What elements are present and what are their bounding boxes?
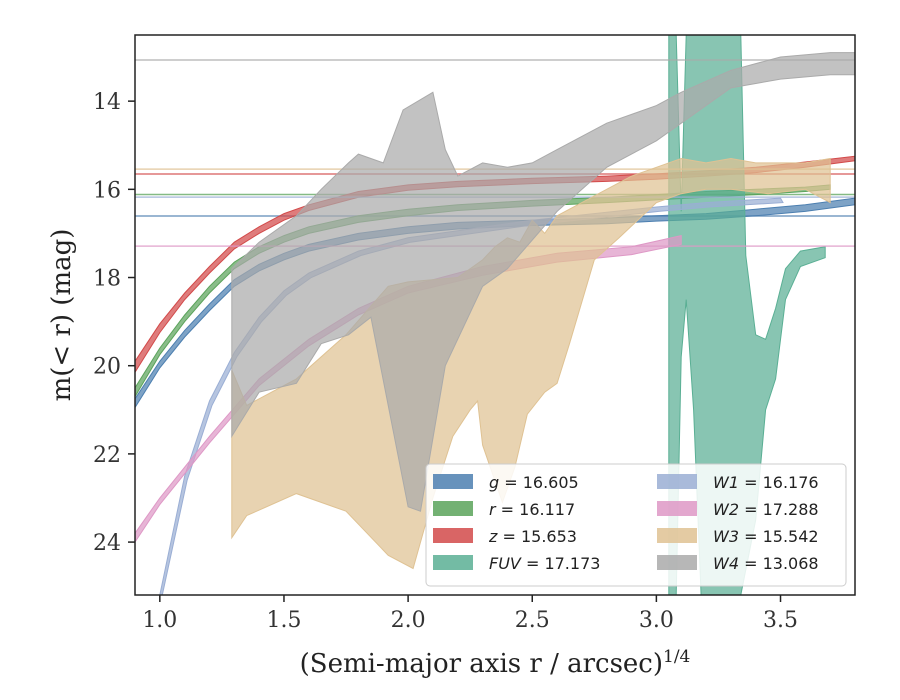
legend-swatch xyxy=(657,474,697,489)
legend-swatch xyxy=(433,474,473,489)
x-tick-label: 3.5 xyxy=(763,608,798,633)
band-z xyxy=(135,155,855,374)
legend-swatch xyxy=(657,501,697,516)
legend-label: z = 15.653 xyxy=(488,527,577,546)
legend-label: W1 = 16.176 xyxy=(713,473,819,492)
legend-swatch xyxy=(433,528,473,543)
legend-label: r = 16.117 xyxy=(489,500,575,519)
x-tick-label: 3.0 xyxy=(639,608,674,633)
legend-label: W2 = 17.288 xyxy=(713,500,819,519)
y-tick-label: 20 xyxy=(93,355,121,380)
y-tick-label: 24 xyxy=(93,531,121,556)
series-bands xyxy=(135,35,855,595)
y-tick-label: 18 xyxy=(93,267,121,292)
x-tick-label: 1.0 xyxy=(142,608,177,633)
x-tick-label: 1.5 xyxy=(266,608,301,633)
y-axis-label: m(< r) (mag) xyxy=(47,229,77,402)
y-axis: 14 16 18 20 22 24 xyxy=(93,90,135,556)
legend-item-w4: W4 = 13.068 xyxy=(657,554,819,573)
x-tick-label: 2.5 xyxy=(515,608,550,633)
legend-label: g = 16.605 xyxy=(489,473,579,492)
legend: g = 16.605 r = 16.117 z = 15.653 FUV = 17.1… xyxy=(425,463,847,587)
legend-item-r: r = 16.117 xyxy=(433,500,575,519)
plot-frame xyxy=(134,34,856,596)
legend-swatch xyxy=(433,501,473,516)
x-axis: 1.0 1.5 2.0 2.5 3.0 3.5 xyxy=(142,595,798,633)
legend-label: W4 = 13.068 xyxy=(713,554,819,573)
legend-swatch xyxy=(657,528,697,543)
legend-item-z: z = 15.653 xyxy=(433,527,577,546)
y-tick-label: 16 xyxy=(93,178,121,203)
legend-item-fuv: FUV = 17.173 xyxy=(433,554,600,573)
band-w4 xyxy=(231,52,855,512)
legend-item-w1: W1 = 16.176 xyxy=(657,473,819,492)
legend-item-g: g = 16.605 xyxy=(433,473,579,492)
legend-item-w2: W2 = 17.288 xyxy=(657,500,819,519)
series-w4 xyxy=(135,52,855,512)
x-tick-label: 2.0 xyxy=(391,608,426,633)
y-tick-label: 14 xyxy=(93,90,121,115)
legend-frame xyxy=(425,463,847,587)
y-tick-label: 22 xyxy=(93,443,121,468)
legend-label: W3 = 15.542 xyxy=(713,527,819,546)
legend-label: FUV = 17.173 xyxy=(489,554,600,573)
legend-swatch xyxy=(433,555,473,570)
legend-item-w3: W3 = 15.542 xyxy=(657,527,819,546)
x-axis-label: (Semi-major axis r / arcsec)1/4 xyxy=(300,647,691,679)
legend-swatch xyxy=(657,555,697,570)
